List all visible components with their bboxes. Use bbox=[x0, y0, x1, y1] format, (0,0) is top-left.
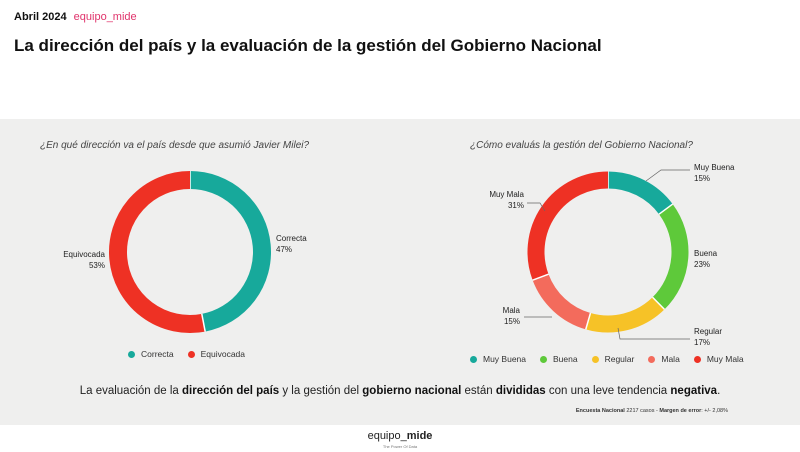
summary-part: y la gestión del bbox=[279, 385, 363, 397]
label-muy-buena-value: 15% bbox=[694, 174, 710, 183]
legend-dot-muy-buena bbox=[470, 355, 477, 363]
summary-bold: negativa bbox=[670, 385, 718, 397]
summary-bold: dirección del país bbox=[182, 385, 280, 397]
label-correcta-name: Correcta bbox=[276, 234, 307, 243]
footnote-margin-value: : +/- 2,08% bbox=[701, 408, 728, 414]
footer-tagline: The Power Of Data bbox=[382, 444, 418, 449]
slice-muy-mala bbox=[527, 171, 609, 281]
footnote-margin-label: Margen de error bbox=[659, 408, 702, 414]
chart2-question: ¿Cómo evaluás la gestión del Gobierno Na… bbox=[470, 140, 693, 151]
legend-dot-muy-mala bbox=[693, 355, 701, 363]
legend-label-buena: Buena bbox=[553, 354, 578, 364]
legend-item-regular: Regular bbox=[591, 354, 635, 364]
summary-part: están bbox=[461, 385, 496, 397]
legend-item-equivocada: Equivocada bbox=[187, 349, 246, 359]
legend-dot-buena bbox=[540, 355, 547, 363]
legend-item-correcta: Correcta bbox=[128, 349, 174, 359]
page-title: La dirección del país y la evaluación de… bbox=[14, 36, 602, 55]
header: Abril 2024 equipo_mide bbox=[14, 11, 137, 23]
slice-separator bbox=[532, 273, 549, 281]
slice-separator bbox=[658, 203, 674, 215]
legend-dot-mala bbox=[648, 355, 656, 363]
slice-separator bbox=[585, 312, 592, 330]
footer-brand-prefix: equipo_ bbox=[367, 430, 407, 442]
legend-label-regular: Regular bbox=[604, 354, 635, 364]
slice-mala bbox=[532, 273, 591, 330]
leader-line bbox=[617, 327, 690, 340]
footnote-cases: 2217 casos - bbox=[624, 408, 660, 414]
slice-muy-buena bbox=[607, 171, 673, 215]
summary-part: La evaluación de la bbox=[79, 385, 183, 397]
label-muy-mala-name: Muy Mala bbox=[489, 190, 524, 199]
label-muy-mala-value: 31% bbox=[508, 201, 524, 210]
legend-evaluation: Muy Buena Buena Regular Mala Muy Mala bbox=[470, 354, 758, 364]
label-correcta-value: 47% bbox=[276, 245, 292, 254]
slice-regular bbox=[585, 297, 665, 333]
brand-tag: equipo_mide bbox=[73, 11, 137, 23]
donut-direction bbox=[109, 171, 271, 333]
chart1-question: ¿En qué dirección va el país desde que a… bbox=[40, 140, 310, 151]
label-mala-value: 15% bbox=[504, 317, 520, 326]
label-buena-value: 23% bbox=[694, 260, 710, 269]
legend-label-correcta: Correcta bbox=[141, 349, 174, 359]
footer-logo: equipo_mide bbox=[0, 430, 800, 442]
label-regular-value: 17% bbox=[694, 338, 710, 347]
label-muy-buena-name: Muy Buena bbox=[694, 163, 735, 172]
footer-brand-bold: mide bbox=[406, 430, 433, 442]
label-equivocada-name: Equivocada bbox=[63, 250, 105, 259]
report-date: Abril 2024 bbox=[14, 11, 67, 23]
charts-panel: ¿En qué dirección va el país desde que a… bbox=[0, 119, 800, 425]
summary-bold: gobierno nacional bbox=[362, 385, 462, 397]
legend-dot-equivocada bbox=[187, 350, 195, 358]
survey-footnote: Encuesta Nacional 2217 casos - Margen de… bbox=[576, 408, 728, 414]
legend-label-muy-buena: Muy Buena bbox=[483, 354, 526, 364]
slice-correcta bbox=[189, 171, 271, 332]
slice-separator bbox=[652, 296, 666, 310]
donut-evaluation-labels: Muy Buena 15% Buena 23% Regular 17% Mala 15% Muy… bbox=[489, 163, 735, 347]
legend-item-mala: Mala bbox=[648, 354, 680, 364]
donut-evaluation bbox=[527, 171, 689, 333]
slice-separator bbox=[201, 313, 206, 332]
legend-label-mala: Mala bbox=[661, 354, 680, 364]
legend-item-muy-mala: Muy Mala bbox=[693, 354, 744, 364]
summary-text: La evaluación de la dirección del país y… bbox=[0, 385, 800, 397]
legend-label-muy-mala: Muy Mala bbox=[706, 354, 744, 364]
donut-direction-labels: Correcta 47% Equivocada 53% bbox=[63, 234, 307, 270]
donut-charts: Correcta 47% Equivocada 53% Muy Buena 15% Bue… bbox=[63, 163, 735, 347]
slice-equivocada bbox=[109, 171, 206, 333]
legend-item-muy-buena: Muy Buena bbox=[470, 354, 526, 364]
slice-buena bbox=[652, 204, 689, 310]
legend-label-equivocada: Equivocada bbox=[200, 349, 246, 359]
leader-line bbox=[527, 202, 546, 212]
legend-direction: Correcta Equivocada bbox=[128, 349, 259, 359]
legend-item-buena: Buena bbox=[540, 354, 578, 364]
leader-line bbox=[645, 169, 690, 182]
label-regular-name: Regular bbox=[694, 327, 722, 336]
footnote-survey: Encuesta Nacional bbox=[575, 408, 625, 414]
legend-dot-correcta bbox=[128, 350, 135, 358]
legend-dot-regular bbox=[591, 355, 599, 363]
summary-bold: divididas bbox=[495, 385, 546, 397]
label-mala-name: Mala bbox=[503, 306, 521, 315]
summary-part: con una leve tendencia bbox=[545, 385, 671, 397]
label-equivocada-value: 53% bbox=[89, 261, 105, 270]
label-buena-name: Buena bbox=[694, 249, 718, 258]
summary-part: . bbox=[717, 385, 721, 397]
